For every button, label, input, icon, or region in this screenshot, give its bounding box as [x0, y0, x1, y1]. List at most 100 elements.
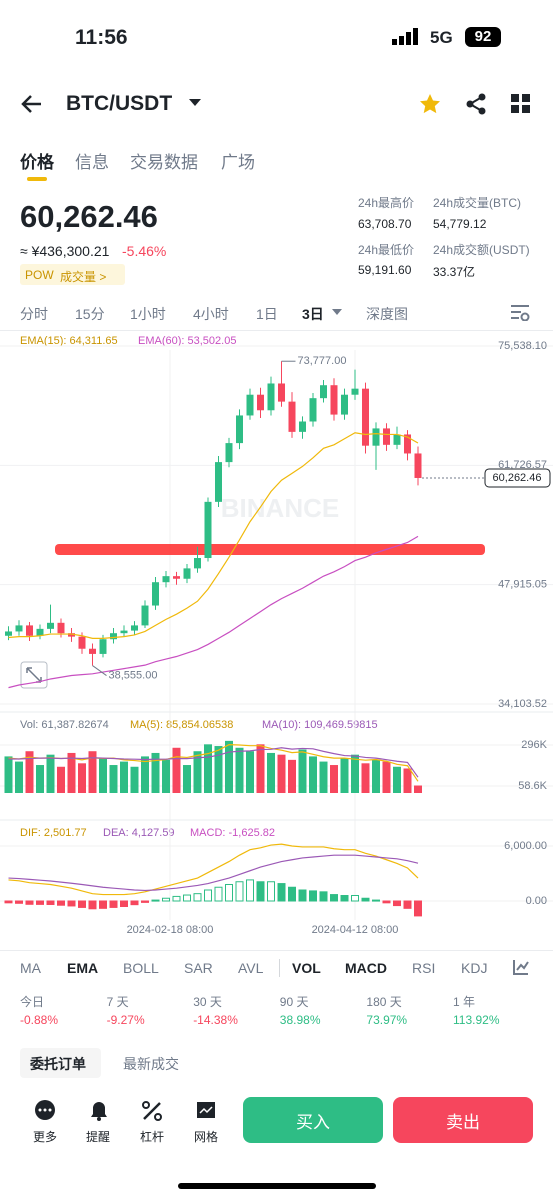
buy-button[interactable]: 买入: [243, 1097, 383, 1143]
volume-bar: [151, 752, 160, 793]
star[interactable]: [419, 93, 441, 115]
period-value: 113.92%: [453, 1013, 500, 1027]
indicator[interactable]: MACD: [345, 960, 387, 976]
interval[interactable]: 1小时: [130, 306, 166, 322]
volume-bar: [288, 759, 296, 793]
watermark: BINANCE: [221, 493, 339, 523]
candle-body: [299, 421, 306, 432]
indicator-line: [8, 744, 419, 782]
candle-body: [131, 625, 138, 631]
vol-legend: Vol: 61,387.82674: [20, 719, 109, 731]
candle-body: [393, 434, 401, 445]
action[interactable]: 网格: [194, 1130, 219, 1144]
candle-body: [341, 394, 348, 415]
stat-value: 33.37亿: [433, 265, 476, 279]
candle-body: [47, 622, 54, 629]
tab[interactable]: 价格: [20, 153, 54, 172]
candle-body: [183, 568, 191, 579]
volume-bar: [382, 761, 391, 793]
stat-label: 24h成交额(USDT): [433, 243, 530, 257]
y-tick-label: 34,103.52: [498, 698, 547, 710]
indicator[interactable]: MA: [20, 960, 41, 976]
sell-button[interactable]: 卖出: [393, 1097, 533, 1143]
low-pointer: [92, 665, 107, 676]
indicator[interactable]: AVL: [238, 960, 264, 976]
order-tab[interactable]: 委托订单: [30, 1056, 86, 1072]
interval[interactable]: 1日: [256, 306, 278, 322]
macd-legend: MACD: -1,625.82: [190, 827, 275, 839]
indicator[interactable]: VOL: [292, 960, 321, 976]
macd-bar: [78, 900, 86, 908]
candle-body: [36, 628, 44, 636]
macd-bar: [36, 900, 44, 905]
volume-bar: [88, 751, 97, 793]
volume-bar: [319, 761, 328, 793]
y-tick-label: 6,000.00: [504, 840, 547, 852]
macd-bar: [246, 879, 254, 902]
interval[interactable]: 深度图: [366, 306, 408, 322]
tab[interactable]: 广场: [221, 153, 255, 172]
volume-bar: [67, 752, 76, 793]
candle-body: [141, 605, 149, 626]
indicator[interactable]: BOLL: [123, 960, 159, 976]
candle-body: [15, 625, 23, 632]
scribble: [55, 544, 485, 555]
candle-body: [162, 576, 170, 583]
time: 11:56: [75, 26, 128, 49]
tab[interactable]: 交易数据: [130, 153, 198, 172]
macd-bar: [225, 883, 233, 902]
indicator[interactable]: EMA: [67, 960, 99, 976]
candle-body: [5, 631, 12, 636]
share[interactable]: [465, 93, 487, 115]
macd-bar: [193, 893, 202, 902]
indicator[interactable]: RSI: [412, 960, 436, 976]
back-button[interactable]: [20, 92, 44, 116]
macd-bar: [288, 886, 296, 902]
candle-body: [267, 383, 275, 411]
action[interactable]: 更多: [33, 1130, 58, 1144]
macd-bar: [235, 881, 244, 902]
volume-bar: [267, 752, 275, 793]
volume-bar: [246, 751, 254, 793]
layout-icon[interactable]: [511, 94, 531, 114]
y-tick-label: 75,538.10: [498, 340, 547, 352]
volume-bar: [130, 766, 139, 793]
period-value: 38.98%: [279, 1013, 321, 1027]
candle-body: [215, 462, 222, 502]
interval[interactable]: 4小时: [193, 306, 229, 322]
macd-bar: [151, 899, 160, 902]
dropdown[interactable]: [189, 99, 201, 107]
macd-bar: [214, 886, 223, 902]
indicator[interactable]: KDJ: [461, 960, 488, 976]
tab[interactable]: 信息: [75, 153, 109, 172]
tag: POW: [25, 268, 54, 282]
chart: EMA(15): 64,311.65 EMA(60): 53,502.05 BI…: [0, 335, 553, 936]
volume-bar: [361, 763, 370, 793]
action[interactable]: 提醒: [86, 1130, 111, 1144]
macd-bar: [109, 900, 118, 908]
interval[interactable]: 3日: [302, 306, 324, 322]
indicator[interactable]: SAR: [184, 960, 213, 976]
volume-bar: [36, 765, 44, 793]
chart-settings[interactable]: [512, 958, 530, 976]
interval[interactable]: 分时: [20, 306, 48, 322]
candle-body: [99, 639, 107, 654]
tag-link[interactable]: 成交量 >: [60, 270, 107, 284]
interval[interactable]: 15分: [75, 306, 105, 322]
order-tab[interactable]: 最新成交: [123, 1056, 179, 1072]
tag-bg[interactable]: [20, 264, 125, 285]
period-value: -0.88%: [20, 1013, 59, 1027]
volume-bar: [298, 749, 307, 793]
pair[interactable]: BTC/USDT: [66, 92, 173, 115]
settings[interactable]: [510, 303, 530, 321]
volume-bar: [25, 751, 34, 793]
action[interactable]: 杠杆: [140, 1130, 165, 1144]
stat-value: 59,191.60: [358, 263, 412, 277]
x-label: 2024-04-12 08:00: [312, 924, 399, 936]
home-indicator: [178, 1183, 376, 1189]
macd-bar: [393, 900, 401, 907]
high-label: 73,777.00: [298, 355, 347, 367]
ema-legend: EMA(15): 64,311.65: [20, 335, 118, 347]
volume-bar: [4, 756, 13, 793]
candle-body: [404, 434, 411, 454]
